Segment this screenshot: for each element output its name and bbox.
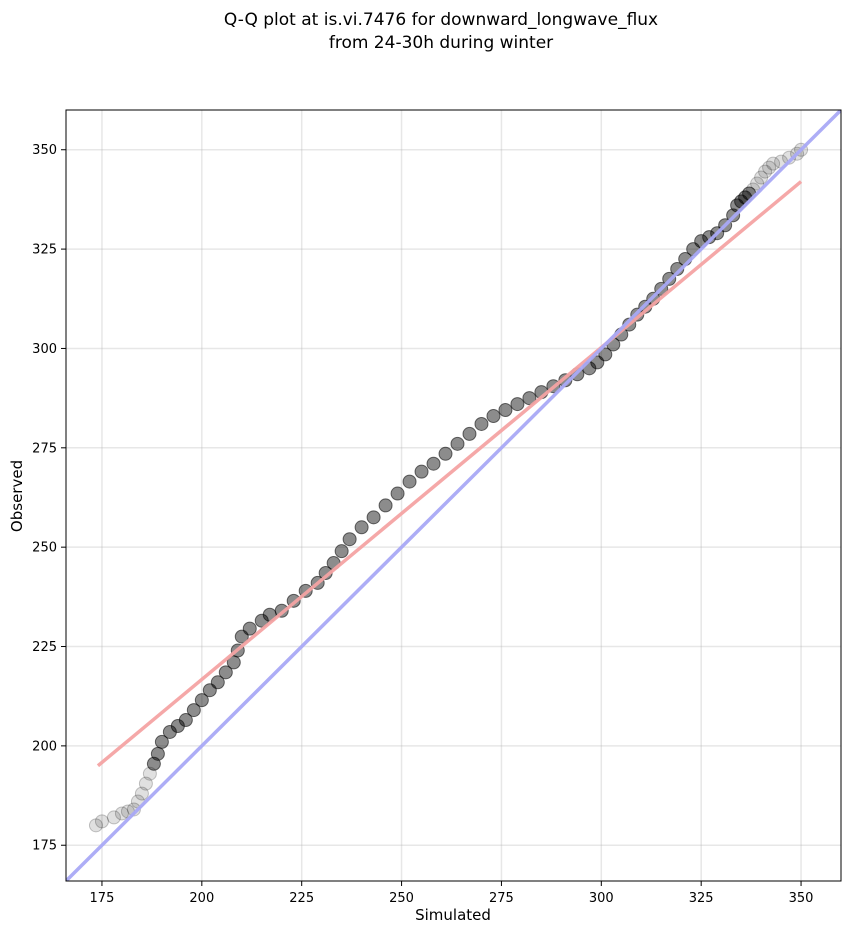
quantile-point xyxy=(194,693,209,708)
quantile-point xyxy=(342,532,357,547)
x-tick-label: 275 xyxy=(489,891,514,906)
quantile-point xyxy=(498,403,513,418)
x-axis-ticks: 175 200 225 250 275 300 325 350 xyxy=(90,881,814,906)
quantile-point xyxy=(210,675,225,690)
quantile-point xyxy=(218,665,233,680)
quantile-point xyxy=(150,746,165,761)
quantile-point xyxy=(486,409,501,424)
y-tick-label: 200 xyxy=(32,739,57,754)
quantile-point xyxy=(154,734,169,749)
quantile-point xyxy=(186,703,201,718)
y-tick-label: 325 xyxy=(32,243,57,258)
y-tick-label: 275 xyxy=(32,441,57,456)
x-tick-label: 200 xyxy=(189,891,214,906)
quantile-point xyxy=(670,261,685,276)
quantile-point xyxy=(510,397,525,412)
quantile-point xyxy=(242,621,257,636)
quantile-point xyxy=(178,713,193,728)
x-tick-label: 250 xyxy=(389,891,414,906)
quantile-point xyxy=(474,416,489,431)
y-tick-label: 175 xyxy=(32,839,57,854)
quantile-point xyxy=(366,510,381,525)
quantile-point xyxy=(598,347,613,362)
quantile-point xyxy=(426,456,441,471)
quantile-point xyxy=(438,446,453,461)
y-tick-label: 300 xyxy=(32,342,57,357)
x-tick-label: 175 xyxy=(90,891,115,906)
linear-fit-line xyxy=(96,180,803,768)
quantile-point xyxy=(354,520,369,535)
x-tick-label: 225 xyxy=(289,891,314,906)
quantile-point xyxy=(334,544,349,559)
y-tick-label: 225 xyxy=(32,640,57,655)
quantile-point xyxy=(114,806,129,821)
chart-title-line-2: from 24-30h during winter xyxy=(329,33,553,53)
quantile-point xyxy=(390,486,405,501)
quantile-point xyxy=(702,230,717,245)
x-tick-label: 350 xyxy=(789,891,814,906)
quantile-point xyxy=(126,802,141,817)
y-tick-label: 250 xyxy=(32,541,57,556)
grid-lines xyxy=(66,110,841,881)
one-to-one-line xyxy=(66,110,841,881)
quantile-point xyxy=(754,170,769,185)
quantile-point xyxy=(782,150,797,165)
y-axis-ticks: 175 200 225 250 275 300 325 350 xyxy=(32,143,66,854)
quantile-point xyxy=(750,176,765,191)
quantile-point xyxy=(138,776,153,791)
quantile-point xyxy=(450,436,465,451)
quantile-point xyxy=(414,464,429,479)
x-axis-label: Simulated xyxy=(415,906,491,924)
quantile-point xyxy=(522,391,537,406)
y-tick-label: 350 xyxy=(32,143,57,158)
quantile-point xyxy=(762,160,777,175)
x-tick-label: 300 xyxy=(589,891,614,906)
quantile-point xyxy=(402,474,417,489)
quantile-points xyxy=(88,142,809,833)
quantile-point xyxy=(462,426,477,441)
quantile-point xyxy=(766,156,781,171)
quantile-point xyxy=(106,810,121,825)
quantile-point xyxy=(88,818,103,833)
reference-lines xyxy=(66,110,841,881)
y-axis-label: Observed xyxy=(8,460,26,532)
quantile-point xyxy=(134,786,149,801)
x-tick-label: 325 xyxy=(689,891,714,906)
plot-frame xyxy=(65,109,842,882)
quantile-point xyxy=(558,373,573,388)
quantile-point xyxy=(94,814,109,829)
quantile-point xyxy=(758,164,773,179)
quantile-point xyxy=(378,498,393,513)
chart-title-line-1: Q-Q plot at is.vi.7476 for downward_long… xyxy=(224,10,658,30)
